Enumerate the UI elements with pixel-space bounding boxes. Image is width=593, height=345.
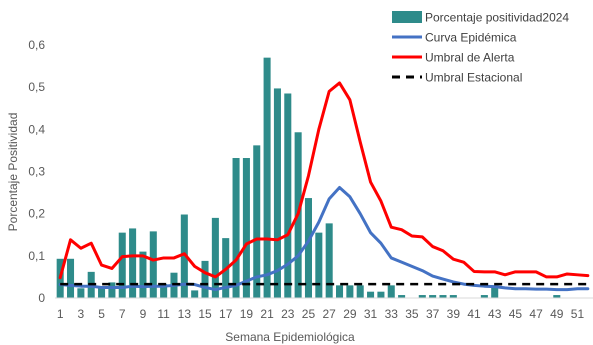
y-tick-label: 0,4 [28,122,45,136]
bar-week-11 [160,284,168,298]
x-tick-label: 39 [447,307,461,321]
x-tick-label: 37 [426,307,440,321]
bar-week-8 [129,228,137,298]
series-line-curva-epidemica [58,186,590,292]
y-tick-labels: 0 0,1 0,2 0,3 0,4 0,5 0,6 [28,38,45,305]
bar-week-14 [191,290,199,298]
x-tick-label: 29 [343,307,357,321]
x-tick-label: 1 [57,307,64,321]
bar-week-6 [108,282,116,298]
bar-week-5 [98,288,106,298]
bar-week-49 [553,295,561,298]
bar-week-3 [77,288,85,298]
x-tick-label: 11 [157,307,170,321]
x-axis-title: Semana Epidemiológica [225,330,355,344]
y-tick-label: 0,1 [28,249,45,263]
legend-label-umbral-de-alerta: Umbral de Alerta [425,51,515,65]
y-tick-label: 0,3 [28,165,45,179]
bar-week-22 [273,88,281,299]
legend-label-curva-epidemica: Curva Epidémica [425,31,517,45]
bar-week-15 [201,260,209,298]
bar-week-42 [480,295,488,298]
y-tick-label: 0,2 [28,207,45,221]
bar-week-19 [242,158,250,298]
x-tick-label: 23 [281,307,295,321]
bar-week-21 [263,57,271,299]
y-tick-label: 0,5 [28,80,45,94]
bar-week-32 [377,291,385,298]
x-tick-label: 27 [322,307,336,321]
x-tick-label: 9 [140,307,147,321]
bar-week-38 [439,295,447,298]
x-tick-label: 31 [364,307,378,321]
bar-week-43 [491,285,499,298]
bar-week-39 [449,295,457,298]
bar-week-13 [180,214,188,298]
x-tick-label: 41 [467,307,481,321]
chart-legend: Porcentaje positividad2024 Curva Epidémic… [392,11,569,85]
bar-week-29 [346,285,354,298]
bar-week-37 [429,295,437,298]
y-tick-label: 0 [38,291,45,305]
x-tick-label: 13 [178,307,192,321]
bar-week-34 [398,295,406,298]
x-tick-label: 3 [78,307,85,321]
bar-week-25 [304,198,312,298]
series-line-umbral-de-alerta [58,81,590,280]
bar-week-31 [367,291,375,298]
bar-week-27 [325,223,333,298]
x-tick-label: 17 [219,307,233,321]
bar-week-18 [232,158,240,298]
bar-week-33 [387,285,395,298]
x-tick-label: 47 [529,307,543,321]
x-tick-label: 45 [509,307,523,321]
bar-week-28 [336,285,344,298]
bar-week-30 [356,285,364,298]
bar-week-9 [139,251,147,298]
legend-swatch-porcentaje-positividad2024 [392,11,422,23]
legend-label-umbral-estacional: Umbral Estacional [425,71,522,85]
legend-label-porcentaje-positividad2024: Porcentaje positividad2024 [425,11,569,25]
bar-week-2 [67,258,75,298]
x-tick-label: 25 [302,307,316,321]
x-tick-label: 21 [260,307,274,321]
bar-week-7 [118,232,126,298]
x-tick-label: 15 [198,307,212,321]
y-axis-title: Porcentaje Positividad [6,113,20,232]
y-tick-label: 0,6 [28,38,45,52]
bar-week-36 [418,295,426,298]
x-tick-label: 19 [240,307,254,321]
x-tick-label: 5 [98,307,105,321]
x-tick-label: 35 [405,307,419,321]
bar-week-16 [211,217,219,298]
bar-week-20 [253,145,261,298]
line-series-group [58,81,590,292]
bar-week-26 [315,232,323,298]
bar-week-23 [284,93,292,299]
x-tick-labels: 1 3 5 7 9 11 13 15 17 19 21 23 25 27 29 31 33 35 37 39 41 43 4… [57,307,585,321]
bar-week-10 [149,231,157,298]
x-tick-label: 51 [571,307,585,321]
x-tick-label: 7 [119,307,126,321]
x-tick-label: 33 [385,307,399,321]
x-tick-label: 43 [488,307,502,321]
x-tick-label: 49 [550,307,564,321]
